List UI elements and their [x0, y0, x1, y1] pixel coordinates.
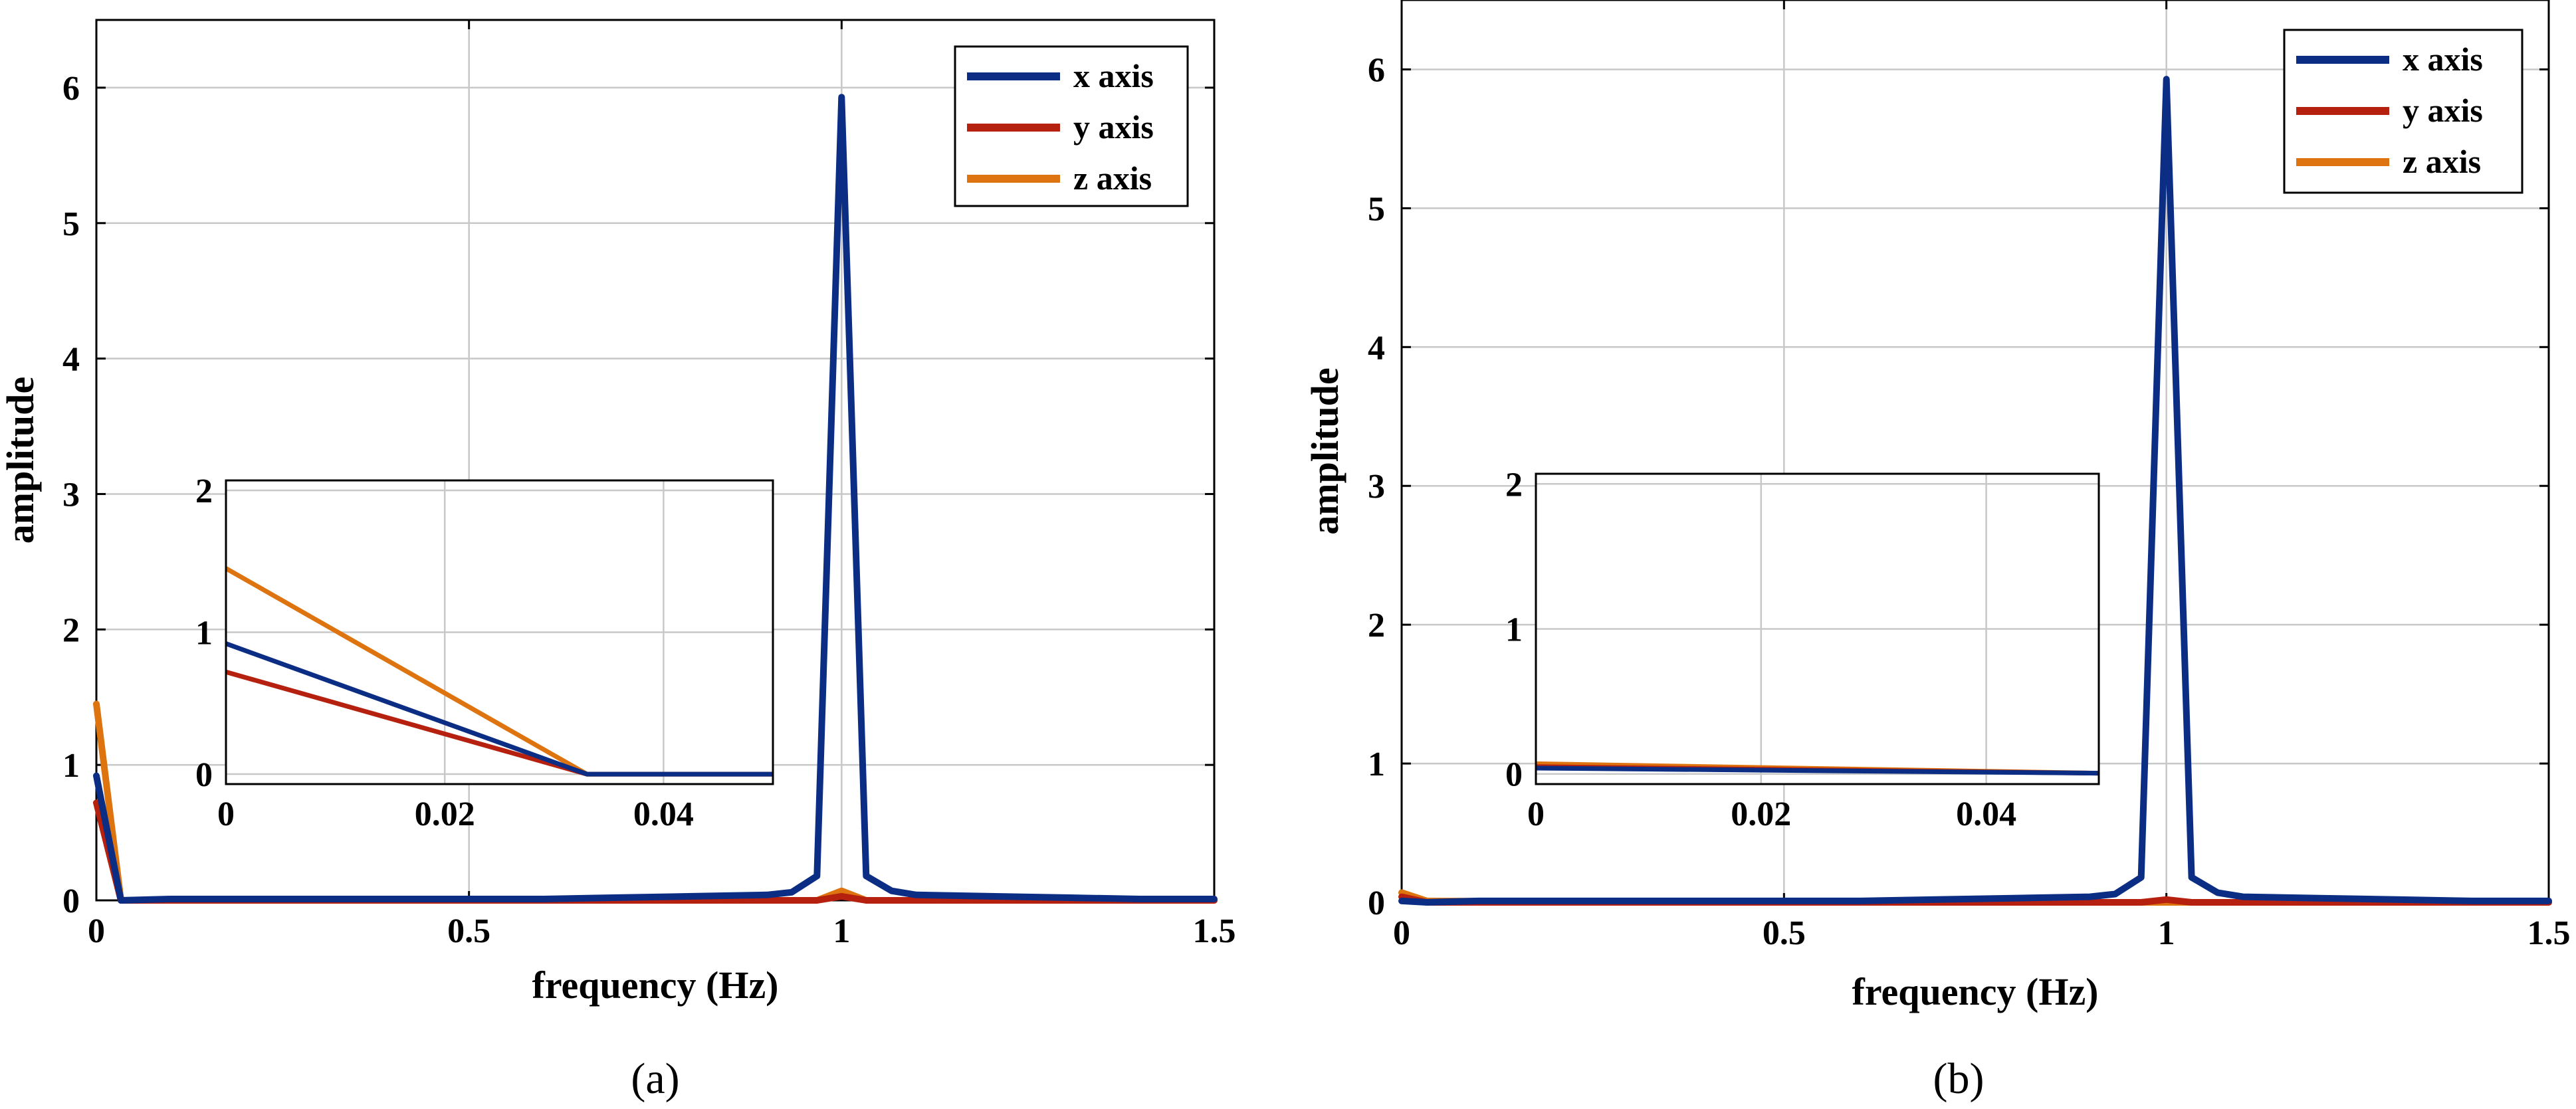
panel-b-y-tick-label-5: 5: [1368, 190, 1385, 228]
panel-a-y-tick-label-5: 5: [62, 205, 80, 243]
panel-b-inset-frame: [1535, 472, 2100, 785]
panel-a-inset-y-tick-label-0: 0: [195, 756, 213, 794]
panel-a-x-tick-label-3: 1.5: [1193, 912, 1236, 950]
panel-a-y-tick-label-0: 0: [62, 882, 80, 920]
panel-b-inset-series-line-x-axis: [1535, 765, 2099, 776]
panel-b-x-axis-title: frequency (Hz): [1852, 970, 2099, 1013]
panel-b-y-tick-label-0: 0: [1368, 884, 1385, 922]
panel-a-legend-label-y-axis: y axis: [1073, 108, 1154, 146]
panel-a-series-line-x-axis: [93, 94, 1218, 904]
panel-b-inset-chart: 0 0.02 0.04 0 1 2: [1505, 466, 2100, 833]
panel-b-inset-y-tick-label-2: 2: [1505, 466, 1523, 504]
panel-a-inset-series-line-x-axis: [225, 641, 773, 777]
panel-b-y-tick-label-1: 1: [1368, 746, 1385, 783]
panel-a-inset-chart: 0 0.02 0.04 0 1 2: [195, 472, 774, 833]
panel-a-inset-y-tick-label-1: 1: [195, 615, 213, 653]
panel-a-y-tick-label-1: 1: [62, 747, 80, 785]
panel-b-inset-y-tick-label-0: 0: [1505, 756, 1523, 794]
panel-b-caption: (b): [1933, 1055, 1985, 1103]
panel-b-x-tick-label-2: 1: [2158, 914, 2175, 952]
panel-a-x-tick-label-2: 1: [833, 912, 850, 950]
panel-b-inset-x-tick-label-2: 0.04: [1956, 795, 2016, 833]
panel-a-legend-label-z-axis: z axis: [1073, 159, 1152, 197]
panel-a-inset-frame: [225, 479, 774, 785]
panel-b-legend: x axis y axis z axis: [2283, 29, 2523, 194]
panel-a-x-tick-label-1: 0.5: [447, 912, 490, 950]
panel-b-y-tick-label-2: 2: [1368, 607, 1385, 645]
panel-a-caption: (a): [631, 1055, 679, 1103]
panel-b-inset-x-tick-label-1: 0.02: [1731, 795, 1791, 833]
panel-b-x-tick-label-0: 0: [1393, 914, 1410, 952]
panel-a-y-axis-title: amplitude: [0, 377, 42, 544]
panel-b-y-tick-label-6: 6: [1368, 51, 1385, 89]
panel-a-x-tick-label-0: 0: [88, 912, 105, 950]
panel-a-legend-label-x-axis: x axis: [1073, 57, 1154, 94]
panel-a-inset-y-tick-label-2: 2: [195, 472, 213, 510]
panel-b-inset-y-tick-label-1: 1: [1505, 611, 1523, 649]
panel-a-inset-x-tick-label-0: 0: [217, 795, 235, 833]
panel-a-inset-x-tick-label-2: 0.04: [633, 795, 694, 833]
panel-b-x-tick-label-1: 0.5: [1763, 914, 1806, 952]
panel-b-y-tick-label-3: 3: [1368, 468, 1385, 506]
panel-a-y-tick-label-4: 4: [62, 341, 80, 379]
panel-b-legend-label-x-axis: x axis: [2403, 41, 2483, 78]
panel-a-x-axis-title: frequency (Hz): [532, 963, 779, 1007]
panel-a-y-tick-label-2: 2: [62, 611, 80, 649]
panel-a-legend: x axis y axis z axis: [954, 45, 1189, 207]
panel-b-y-axis-title: amplitude: [1303, 367, 1346, 534]
panel-b-legend-label-z-axis: z axis: [2403, 143, 2481, 180]
panel-a-inset-x-tick-label-1: 0.02: [415, 795, 475, 833]
panel-a-y-tick-label-3: 3: [62, 476, 80, 514]
panel-b-y-tick-label-4: 4: [1368, 329, 1385, 367]
panel-b-x-tick-label-3: 1.5: [2527, 914, 2571, 952]
panel-a-y-tick-label-6: 6: [62, 70, 80, 108]
panel-b-inset-x-tick-label-0: 0: [1527, 795, 1545, 833]
panel-b-series-line-x-axis: [1398, 76, 2552, 906]
panel-b-legend-label-y-axis: y axis: [2403, 92, 2483, 129]
